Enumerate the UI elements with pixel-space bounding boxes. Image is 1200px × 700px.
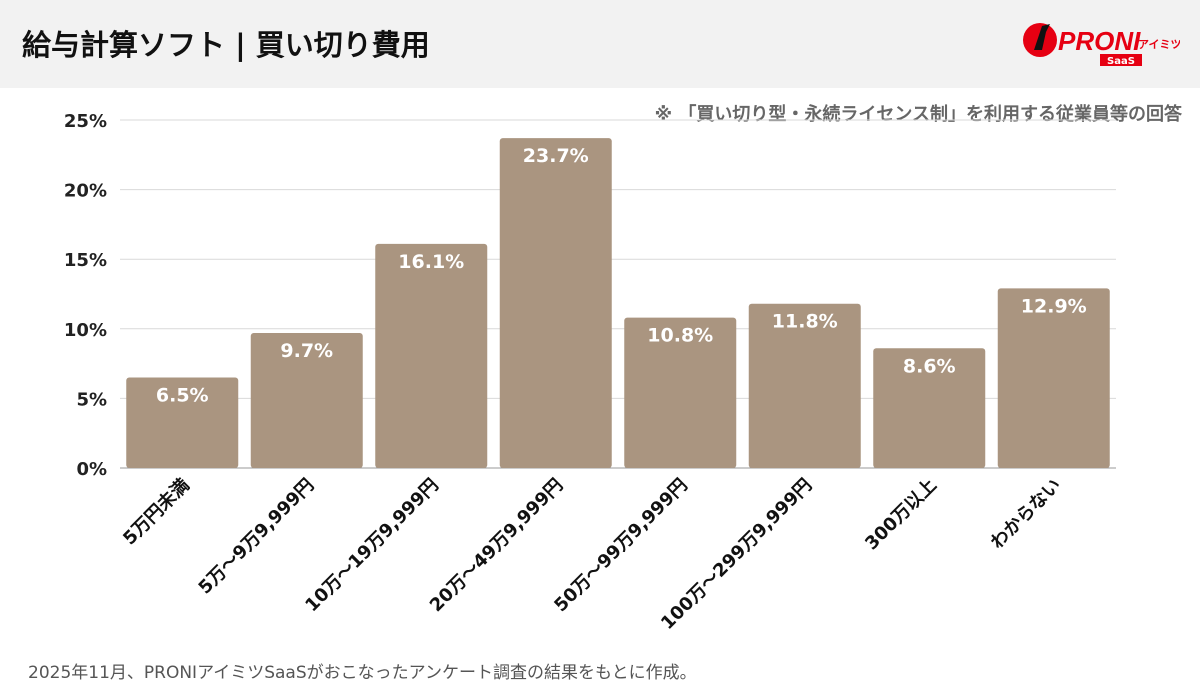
y-tick-label: 20%: [64, 181, 107, 202]
y-tick-label: 0%: [76, 459, 107, 480]
bar: [375, 243, 488, 468]
data-label: 11.8%: [772, 311, 838, 333]
bar: [250, 332, 363, 468]
y-tick-label: 15%: [64, 250, 107, 271]
header: 給与計算ソフト | 買い切り費用 PRONI アイミツ SaaS: [0, 0, 1200, 88]
source-footer: 2025年11月、PRONIアイミツSaaSがおこなったアンケート調査の結果をも…: [28, 663, 697, 683]
x-tick-label: 5万円未満: [118, 474, 193, 549]
x-tick-label: 5万～9万9,999円: [195, 475, 319, 599]
proni-logo: PRONI アイミツ SaaS: [1023, 23, 1180, 67]
x-tick-label: 50万～99万9,999円: [550, 475, 691, 616]
svg-text:SaaS: SaaS: [1107, 56, 1135, 67]
svg-text:アイミツ: アイミツ: [1138, 38, 1180, 51]
x-tick-label: 10万～19万9,999円: [301, 475, 442, 616]
page-title: 給与計算ソフト | 買い切り費用: [22, 28, 430, 62]
data-label: 8.6%: [903, 355, 956, 377]
y-tick-label: 10%: [64, 320, 107, 341]
bar: [873, 348, 986, 468]
data-label: 12.9%: [1021, 295, 1087, 317]
bar: [126, 377, 239, 468]
bar: [748, 303, 861, 468]
data-label: 16.1%: [398, 251, 464, 273]
data-label: 6.5%: [156, 385, 209, 407]
data-label: 10.8%: [647, 325, 713, 347]
svg-text:PRONI: PRONI: [1058, 26, 1141, 56]
bar: [499, 138, 612, 468]
data-label: 23.7%: [523, 145, 589, 167]
x-tick-label: 20万～49万9,999円: [426, 475, 567, 616]
x-tick-label: わからない: [987, 475, 1065, 553]
y-tick-label: 5%: [76, 389, 107, 410]
bar: [624, 317, 737, 468]
data-label: 9.7%: [280, 340, 333, 362]
bar: [997, 288, 1110, 468]
y-tick-label: 25%: [64, 111, 107, 132]
x-tick-label: 300万以上: [861, 475, 941, 555]
